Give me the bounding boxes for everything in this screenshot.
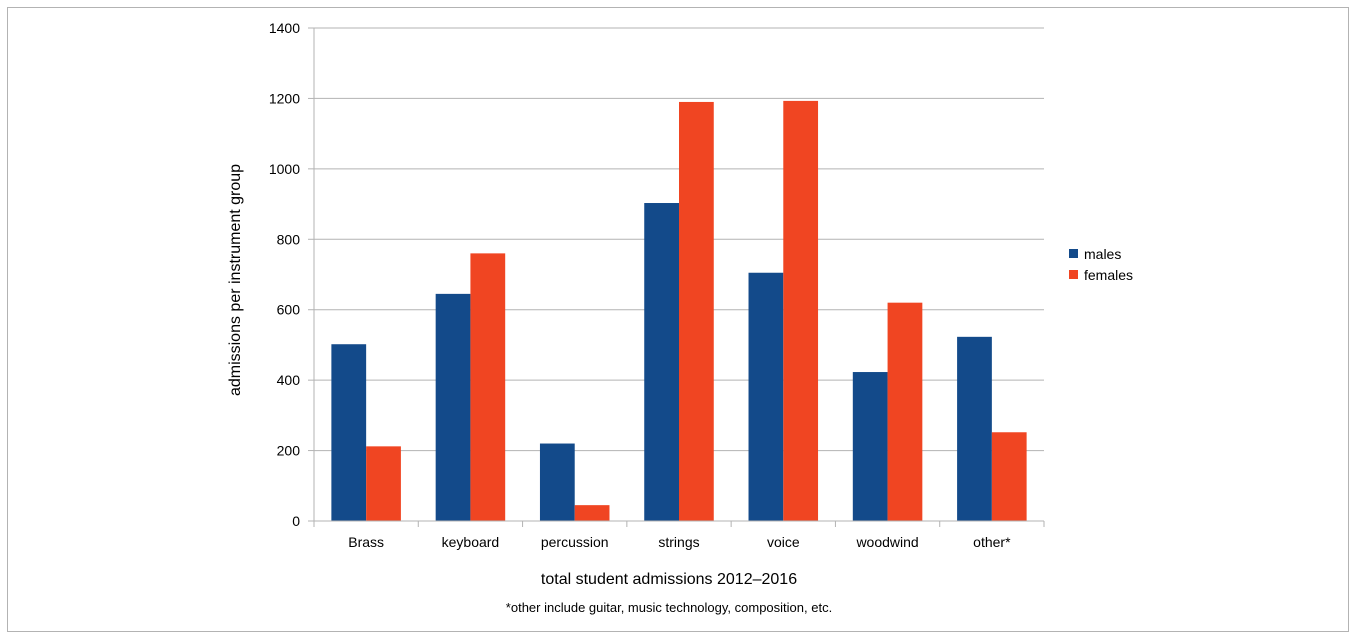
bar-females-percussion [574,505,610,521]
bar-males-woodwind [852,372,888,521]
y-tick-labels: 0 200 400 600 800 1000 1200 1400 [269,20,300,529]
legend-label-females: females [1084,267,1133,283]
bar-females-keyboard [470,253,506,521]
legend: males females [1069,246,1133,283]
y-axis-title: admissions per instrument group [227,164,244,396]
legend-swatch-males [1069,249,1078,258]
legend-swatch-females [1069,270,1078,279]
y-tick-label: 1000 [269,161,300,177]
x-axis-title: total student admissions 2012–2016 [541,571,797,588]
bar-males-other [957,336,992,521]
y-tick-label: 0 [292,513,300,529]
y-tick-label: 200 [277,443,301,459]
x-tick-label: strings [658,534,699,550]
y-tick-label: 600 [277,302,301,318]
y-tick-label: 1200 [269,90,300,106]
axes [308,27,1045,527]
x-tick-label: Brass [348,534,384,550]
x-tick-label: voice [767,534,800,550]
y-tick-label: 800 [277,231,301,247]
x-tick-label: other* [973,534,1011,550]
bar-males-keyboard [435,293,471,521]
bar-males-strings [644,203,679,521]
bar-males-voice [748,272,784,521]
bar-females-brass [366,446,401,521]
bars [331,100,1027,522]
footnote: *other include guitar, music technology,… [506,600,832,615]
x-tick-label: woodwind [855,534,918,550]
bar-females-strings [679,101,714,521]
bar-males-brass [331,344,367,521]
y-tick-label: 1400 [269,20,300,36]
y-tick-label: 400 [277,372,301,388]
x-tick-labels: Brass keyboard percussion strings voice woodw… [348,534,1011,550]
x-tick-label: percussion [541,534,609,550]
bar-females-other [991,432,1027,521]
legend-label-males: males [1084,246,1121,262]
x-tick-label: keyboard [442,534,500,550]
bar-males-percussion [539,443,575,521]
bar-females-voice [783,100,819,522]
bar-females-woodwind [887,302,923,521]
